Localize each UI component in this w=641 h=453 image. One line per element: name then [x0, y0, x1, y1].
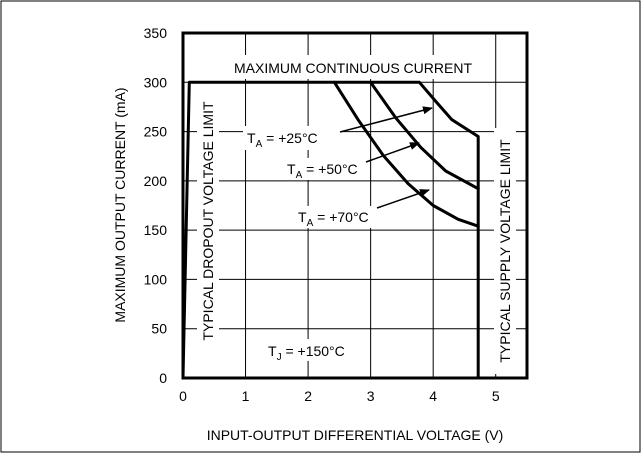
y-tick-label: 150: [144, 222, 168, 238]
ta70-label: TA = +70°C: [298, 209, 369, 229]
y-tick-label: 200: [144, 173, 168, 189]
curves-group: [181, 80, 480, 380]
series-line-2: [369, 80, 480, 191]
x-tick-labels: 0 1 2 3 4 5: [179, 388, 500, 404]
y-tick-label: 350: [144, 25, 168, 41]
ta50-arrow: [365, 142, 420, 163]
supply-voltage-label: TYPICAL SUPPLY VOLTAGE LIMIT: [497, 139, 513, 363]
tj-label: TJ = +150°C: [268, 343, 345, 363]
ta25-label: TA = +25°C: [247, 130, 318, 150]
ta25-label-bg: [243, 126, 341, 150]
ta70-arrow: [376, 189, 430, 209]
y-axis-label: MAXIMUM OUTPUT CURRENT (mA): [112, 87, 128, 322]
x-tick-label: 1: [242, 388, 250, 404]
x-tick-label: 4: [429, 388, 437, 404]
tj-label-bg: [262, 339, 362, 361]
dropout-voltage-label: TYPICAL DROPOUT VOLTAGE LIMIT: [200, 101, 216, 341]
x-tick-label: 0: [179, 388, 187, 404]
y-tick-label: 0: [159, 370, 167, 386]
y-tick-label: 50: [151, 321, 167, 337]
dropout-label-bg: [197, 94, 219, 348]
series-line-1: [181, 80, 480, 380]
series-line-3: [332, 80, 480, 228]
x-tick-label: 2: [304, 388, 312, 404]
annotations-group: MAXIMUM CONTINUOUS CURRENT TYPICAL DROPO…: [197, 55, 516, 374]
ta50-label: TA = +50°C: [287, 161, 358, 181]
y-tick-label: 300: [144, 74, 168, 90]
supply-label-bg: [494, 128, 516, 374]
max-current-label-bg: [224, 55, 482, 79]
plot-area-frame: [181, 31, 529, 380]
y-tick-labels: 0 50 100 150 200 250 300 350: [144, 25, 168, 386]
grid-lines: [183, 33, 527, 378]
y-tick-label: 250: [144, 124, 168, 140]
y-tick-label: 100: [144, 271, 168, 287]
ta50-label-bg: [282, 158, 368, 180]
ta70-label-bg: [294, 206, 380, 228]
x-axis-label: INPUT-OUTPUT DIFFERENTIAL VOLTAGE (V): [207, 427, 504, 443]
max-current-label: MAXIMUM CONTINUOUS CURRENT: [234, 60, 472, 76]
x-tick-label: 5: [492, 388, 500, 404]
x-tick-label: 3: [367, 388, 375, 404]
ta25-arrow: [339, 106, 433, 133]
